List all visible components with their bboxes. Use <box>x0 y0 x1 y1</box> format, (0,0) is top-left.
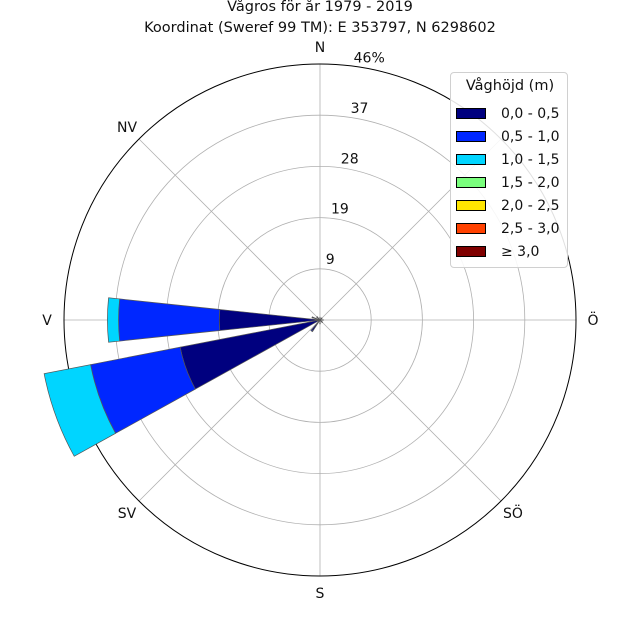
legend-label: 2,0 - 2,5 <box>501 198 560 214</box>
legend-swatch <box>456 246 486 257</box>
axis-labels: 9 19 28 37 46% N Ö SÖ S SV V NV <box>42 40 598 602</box>
chart-subtitle: Koordinat (Sweref 99 TM): E 353797, N 62… <box>144 20 496 36</box>
legend-item: ≥ 3,0 <box>456 242 566 262</box>
direction-label-sö: SÖ <box>503 504 523 522</box>
legend-label: 2,5 - 3,0 <box>501 221 560 237</box>
legend-title: Våghöjd (m) <box>465 78 555 94</box>
legend-label: 1,0 - 1,5 <box>501 152 560 168</box>
legend-item: 2,5 - 3,0 <box>456 219 566 239</box>
sector-ssv-bin-1 <box>310 329 314 333</box>
legend-item: 0,5 - 1,0 <box>456 127 566 147</box>
legend-label: 0,5 - 1,0 <box>501 129 560 145</box>
legend-label: ≥ 3,0 <box>501 244 540 260</box>
legend-swatch <box>456 177 486 188</box>
sector-sö-bin-1 <box>321 321 324 324</box>
sector-v-bin-2 <box>107 297 121 343</box>
sector-vsv-bin-2 <box>43 364 117 457</box>
legend-swatch <box>456 108 486 119</box>
radial-tick-label: 19 <box>331 202 349 218</box>
legend-swatch <box>456 131 486 142</box>
legend-swatch <box>456 200 486 211</box>
radial-tick-label: 37 <box>351 101 369 117</box>
radial-tick-label: 46% <box>354 51 385 67</box>
rose-sectors <box>43 297 324 457</box>
sector-s-bin-1 <box>319 322 321 325</box>
sector-nv-bin-1 <box>316 316 318 318</box>
direction-label-sv: SV <box>118 506 137 522</box>
radial-tick-label: 28 <box>341 151 359 167</box>
legend-item: 1,5 - 2,0 <box>456 173 566 193</box>
direction-label-ö: Ö <box>587 311 598 329</box>
radial-tick-label: 9 <box>326 252 335 268</box>
chart-title: Vågros för år 1979 - 2019 <box>227 0 413 15</box>
legend-item: 0,0 - 0,5 <box>456 104 566 124</box>
sector-v-bin-1 <box>118 298 221 342</box>
polar-frame <box>63 63 577 577</box>
spoke-gridline <box>319 319 502 502</box>
spoke-gridline <box>138 319 321 502</box>
direction-label-nv: NV <box>117 120 137 136</box>
sector-nö-bin-1 <box>320 317 323 320</box>
direction-label-s: S <box>316 586 325 602</box>
legend-item: 2,0 - 2,5 <box>456 196 566 216</box>
direction-label-v: V <box>42 313 52 329</box>
legend-swatch <box>456 223 486 234</box>
legend-label: 1,5 - 2,0 <box>501 175 560 191</box>
legend: Våghöjd (m) 0,0 - 0,5 0,5 - 1,0 1,0 - 1,… <box>450 72 568 268</box>
sector-vnv-bin-1 <box>311 316 314 319</box>
spoke-gridline <box>138 138 321 321</box>
legend-swatch <box>456 154 486 165</box>
direction-label-n: N <box>315 40 325 56</box>
legend-label: 0,0 - 0,5 <box>501 106 560 122</box>
legend-item: 1,0 - 1,5 <box>456 150 566 170</box>
